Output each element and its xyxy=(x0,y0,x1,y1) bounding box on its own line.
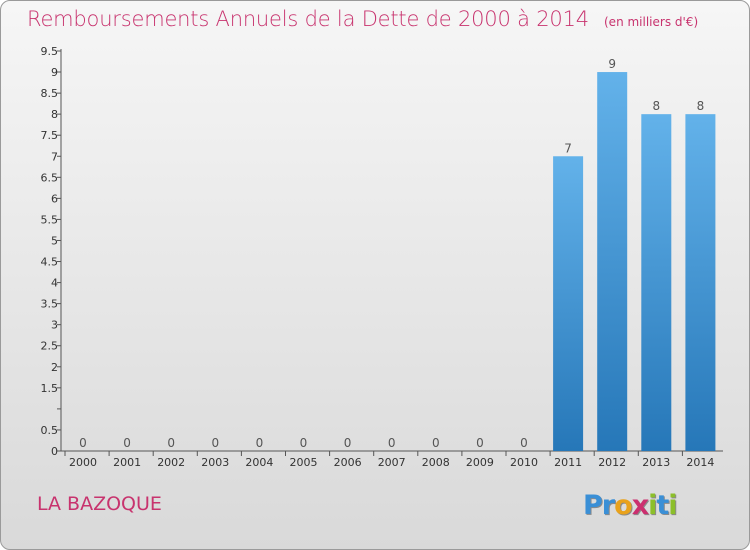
y-tick-label: 2 xyxy=(51,361,58,374)
bar xyxy=(685,114,716,451)
y-tick-label: 0.5 xyxy=(41,424,59,437)
y-tick-label: 8.5 xyxy=(41,87,59,100)
bar xyxy=(597,72,628,451)
x-tick-label: 2013 xyxy=(642,456,670,469)
y-tick-label: 4 xyxy=(51,277,58,290)
logo-letter: i xyxy=(668,490,677,521)
title-row: Remboursements Annuels de la Dette de 20… xyxy=(27,7,698,31)
logo-letter: r xyxy=(601,490,615,521)
x-tick-label: 2011 xyxy=(554,456,582,469)
data-label: 0 xyxy=(388,436,396,450)
bar xyxy=(553,156,584,451)
x-tick-label: 2004 xyxy=(245,456,273,469)
data-label: 0 xyxy=(211,436,219,450)
logo-letter: x xyxy=(631,490,649,521)
y-tick-label: 9.5 xyxy=(41,45,59,58)
y-tick-label: 3.5 xyxy=(41,298,59,311)
bars xyxy=(553,72,716,451)
y-tick-label: 6.5 xyxy=(41,171,59,184)
logo-letter: o xyxy=(614,490,633,521)
x-tick-label: 2008 xyxy=(422,456,450,469)
data-label: 8 xyxy=(697,99,705,113)
y-tick-label: 6 xyxy=(51,192,58,205)
x-tick-label: 2014 xyxy=(686,456,714,469)
y-tick-label: 7 xyxy=(51,150,58,163)
x-tick-label: 2003 xyxy=(201,456,229,469)
data-label: 0 xyxy=(432,436,440,450)
y-tick-label: 8 xyxy=(51,108,58,121)
x-tick-label: 2006 xyxy=(334,456,362,469)
chart-subtitle: (en milliers d'€) xyxy=(604,15,699,29)
data-label: 0 xyxy=(520,436,528,450)
y-tick-label: 2.5 xyxy=(41,340,59,353)
x-tick-label: 2001 xyxy=(113,456,141,469)
y-tick-label: 5.5 xyxy=(41,213,59,226)
commune-name: LA BAZOQUE xyxy=(37,493,162,515)
data-label: 0 xyxy=(123,436,131,450)
x-tick-label: 2010 xyxy=(510,456,538,469)
y-tick-label: 7.5 xyxy=(41,129,59,142)
x-axis: 2000 2001 2002 2003 2004 2005 2006 2007 2008 2009… xyxy=(61,450,723,469)
data-label: 0 xyxy=(344,436,352,450)
data-label: 8 xyxy=(652,99,660,113)
data-label: 9 xyxy=(608,57,616,71)
data-label: 0 xyxy=(167,436,175,450)
x-tick-label: 2009 xyxy=(466,456,494,469)
data-label: 0 xyxy=(300,436,308,450)
x-tick-label: 2002 xyxy=(157,456,185,469)
x-tick-label: 2005 xyxy=(290,456,318,469)
data-label: 0 xyxy=(79,436,87,450)
logo-letter: i xyxy=(648,490,657,521)
chart-title: Remboursements Annuels de la Dette de 20… xyxy=(27,7,589,31)
data-labels: 0 0 0 0 0 0 0 0 0 0 0 7 9 8 8 xyxy=(79,57,704,450)
y-tick-label: 0 xyxy=(51,445,58,458)
bar xyxy=(641,114,672,451)
data-label: 0 xyxy=(256,436,264,450)
y-tick-label: 3 xyxy=(51,319,58,332)
logo-letter: t xyxy=(656,490,669,521)
x-tick-label: 2000 xyxy=(69,456,97,469)
proxiti-logo[interactable]: Proxiti xyxy=(583,490,678,521)
x-tick-label: 2012 xyxy=(598,456,626,469)
logo-letter: P xyxy=(583,490,603,521)
y-tick-label: 9 xyxy=(51,66,58,79)
y-tick-label: 1.5 xyxy=(41,382,59,395)
x-tick-label: 2007 xyxy=(378,456,406,469)
y-tick-label: 5 xyxy=(51,234,58,247)
y-axis: 0 0.5 1.5 2 2.5 3 3.5 4 4.5 5 5.5 6 6.5 7 7.5 8 8.5 9 9.5 xyxy=(41,45,62,458)
data-label: 7 xyxy=(564,141,572,155)
y-tick-label: 4.5 xyxy=(41,256,59,269)
data-label: 0 xyxy=(476,436,484,450)
